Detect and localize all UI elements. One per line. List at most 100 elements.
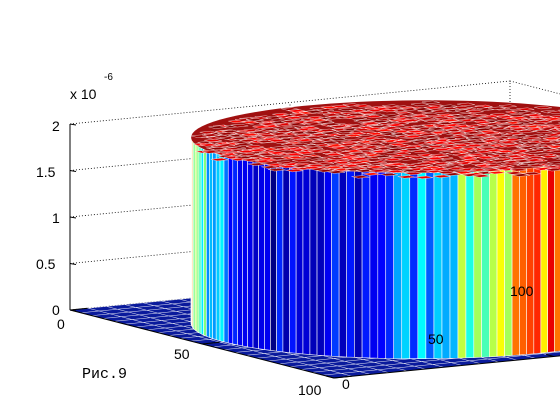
plateau-cell bbox=[452, 153, 471, 157]
plateau-cell bbox=[331, 104, 350, 109]
plateau-cell bbox=[534, 130, 552, 134]
plateau-cell bbox=[470, 141, 489, 145]
z-tick-mark bbox=[69, 216, 77, 219]
y-tick-label: 0 bbox=[342, 376, 350, 392]
plateau-cell bbox=[468, 161, 486, 165]
plateau-cell bbox=[305, 156, 324, 160]
plateau-cell bbox=[254, 159, 273, 163]
wall-strip bbox=[369, 171, 379, 359]
plateau-cell bbox=[441, 118, 460, 122]
plateau-cell bbox=[322, 122, 341, 126]
x-tick-mark bbox=[201, 341, 220, 345]
wall-strip bbox=[449, 171, 459, 359]
plateau-cell bbox=[327, 170, 346, 174]
plateau-cell bbox=[355, 118, 374, 123]
wall-strip bbox=[302, 167, 311, 355]
wall-strip bbox=[331, 169, 340, 357]
plateau-cell bbox=[450, 135, 469, 139]
axes-front-edges bbox=[69, 123, 560, 379]
plateau-cell bbox=[327, 157, 346, 161]
plateau-cell bbox=[556, 128, 560, 131]
wall-strip bbox=[489, 170, 498, 358]
plateau-cell bbox=[441, 158, 460, 162]
plateau-cell bbox=[292, 164, 310, 168]
plateau-cell bbox=[380, 172, 398, 177]
plateau-cell bbox=[270, 132, 288, 136]
wall-strip bbox=[242, 159, 248, 348]
plateau-cell bbox=[296, 138, 315, 142]
plateau-cell bbox=[267, 168, 286, 172]
plateau-cell bbox=[452, 106, 471, 110]
wall-strip bbox=[252, 161, 259, 350]
plateau-cell bbox=[417, 117, 436, 121]
wall-strip bbox=[554, 164, 560, 353]
plateau-cell bbox=[349, 116, 368, 121]
plateau-cell bbox=[430, 153, 449, 157]
z-tick-mark bbox=[69, 263, 77, 265]
y-tick-label: 50 bbox=[428, 331, 444, 347]
plateau-cell bbox=[397, 112, 416, 116]
plateau-cell bbox=[556, 155, 560, 157]
plateau-cell bbox=[476, 156, 495, 160]
wall-strip bbox=[212, 152, 217, 341]
z-tick-label: 0 bbox=[52, 302, 60, 318]
plateau-cell bbox=[503, 138, 522, 142]
plateau-cell bbox=[217, 143, 236, 147]
plateau-cell bbox=[329, 125, 348, 129]
plateau-cell bbox=[501, 144, 519, 148]
plateau-cell bbox=[399, 128, 418, 132]
plateau-cell bbox=[410, 114, 429, 118]
wall-strip bbox=[289, 166, 297, 354]
plateau-cell bbox=[474, 150, 493, 154]
plateau-cell bbox=[553, 164, 560, 168]
box-edge bbox=[509, 80, 560, 95]
plateau-cell bbox=[421, 135, 440, 139]
wall-strip bbox=[258, 162, 265, 350]
plateau-cell bbox=[294, 133, 313, 137]
plateau-cell bbox=[505, 154, 524, 158]
plateau-cell bbox=[490, 113, 508, 117]
x-tick-label: 0 bbox=[57, 316, 65, 332]
plateau-cell bbox=[292, 159, 310, 163]
plateau-cell bbox=[305, 110, 324, 114]
plateau-cell bbox=[527, 163, 546, 167]
wall-strip bbox=[223, 155, 229, 344]
plateau-cell bbox=[344, 149, 363, 153]
plateau-cell bbox=[465, 109, 484, 114]
plateau-cell bbox=[201, 133, 220, 137]
plateau-cell bbox=[547, 145, 560, 149]
plateau-cell bbox=[545, 168, 560, 172]
wall-strip bbox=[316, 168, 325, 356]
plateau-cell bbox=[366, 165, 385, 169]
plateau-cell bbox=[320, 131, 339, 135]
plateau-cell bbox=[432, 147, 451, 152]
plateau-cell bbox=[483, 168, 502, 172]
plateau-cell bbox=[309, 133, 328, 137]
x-tick-label: 50 bbox=[174, 346, 190, 362]
plateau-cell bbox=[208, 146, 227, 151]
y-tick-label: 100 bbox=[510, 283, 534, 299]
plateau-cell bbox=[459, 156, 478, 160]
plateau-cell bbox=[534, 105, 552, 110]
y-tick-mark bbox=[325, 375, 335, 379]
plateau-cell bbox=[322, 159, 341, 163]
plateau-cell bbox=[362, 145, 381, 149]
plateau-cell bbox=[325, 165, 343, 169]
plateau-cell bbox=[364, 127, 383, 131]
wall-strip bbox=[200, 147, 204, 336]
wall-strip bbox=[473, 170, 482, 358]
plateau-cell bbox=[479, 116, 497, 120]
plateau-cell bbox=[384, 106, 403, 110]
wall-strip bbox=[457, 171, 467, 359]
plateau-cell bbox=[274, 129, 293, 134]
wall-strip bbox=[247, 160, 254, 349]
wall-strip bbox=[519, 168, 527, 356]
wall-strip bbox=[526, 167, 535, 355]
wall-strip bbox=[237, 158, 243, 347]
plateau-cell bbox=[439, 104, 458, 108]
z-multiplier-label: x 10 bbox=[70, 86, 97, 102]
plateau-cell bbox=[549, 128, 560, 132]
wall-strip bbox=[309, 168, 318, 356]
plateau-cell bbox=[245, 145, 264, 149]
